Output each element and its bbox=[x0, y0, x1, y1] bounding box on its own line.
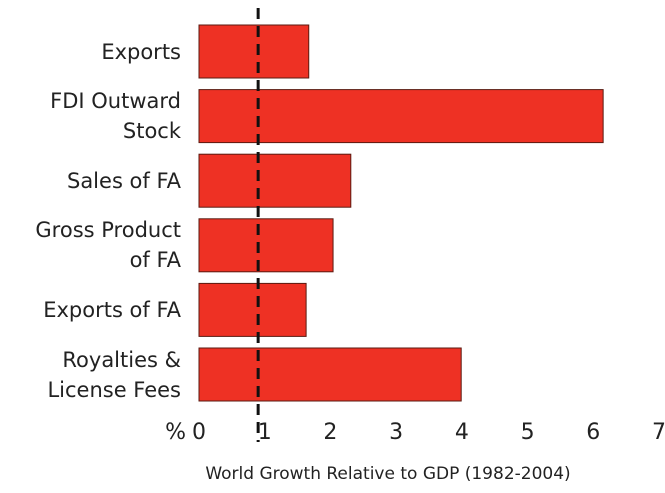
bar bbox=[198, 282, 307, 337]
x-tick-label: 2 bbox=[323, 420, 337, 445]
bar bbox=[198, 347, 462, 402]
x-tick-label: 0 bbox=[192, 420, 206, 445]
y-tick-label: Exports bbox=[101, 39, 181, 64]
x-tick-label: 4 bbox=[455, 420, 469, 445]
bar bbox=[198, 153, 352, 208]
bar bbox=[198, 89, 604, 144]
x-tick-label: 6 bbox=[586, 420, 600, 445]
y-tick-label: Exports of FA bbox=[43, 297, 181, 322]
y-tick-label: Gross Product of FA bbox=[35, 218, 181, 273]
x-unit: % bbox=[165, 420, 186, 445]
bar bbox=[198, 24, 310, 79]
x-tick-label: 7 bbox=[652, 420, 665, 445]
y-tick-label: FDI Outward Stock bbox=[50, 89, 181, 144]
x-tick-label: 3 bbox=[389, 420, 403, 445]
x-tick-label: 5 bbox=[521, 420, 535, 445]
bar bbox=[198, 218, 334, 273]
x-axis-label: World Growth Relative to GDP (1982-2004) bbox=[205, 464, 570, 484]
y-tick-label: Sales of FA bbox=[66, 168, 181, 193]
y-tick-label: Royalties & License Fees bbox=[47, 347, 181, 402]
x-tick-label: 1 bbox=[258, 420, 272, 445]
